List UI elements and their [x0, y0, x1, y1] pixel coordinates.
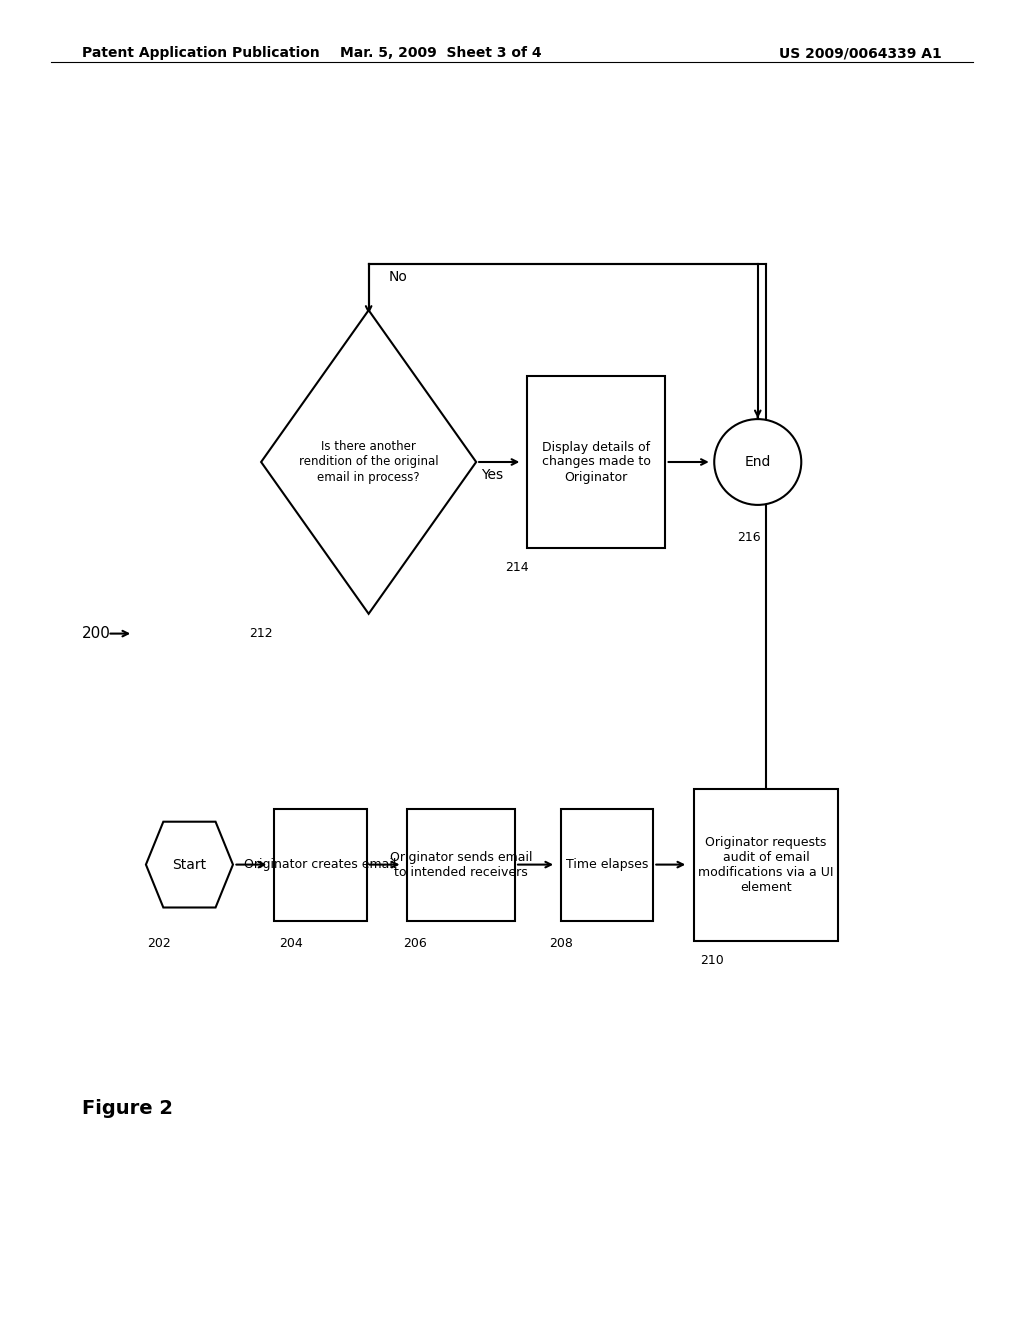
Text: 206: 206: [402, 937, 427, 950]
Text: 200: 200: [82, 626, 111, 642]
Text: Patent Application Publication: Patent Application Publication: [82, 46, 319, 61]
Text: US 2009/0064339 A1: US 2009/0064339 A1: [779, 46, 942, 61]
Text: 216: 216: [737, 531, 761, 544]
Text: Is there another
rendition of the original
email in process?: Is there another rendition of the origin…: [299, 441, 438, 483]
Polygon shape: [145, 821, 233, 908]
FancyBboxPatch shape: [694, 789, 838, 940]
Text: Figure 2: Figure 2: [82, 1100, 173, 1118]
Text: Originator requests
audit of email
modifications via a UI
element: Originator requests audit of email modif…: [698, 836, 834, 894]
Text: Yes: Yes: [481, 469, 504, 482]
Text: Time elapses: Time elapses: [566, 858, 648, 871]
FancyBboxPatch shape: [408, 808, 515, 921]
Text: Originator creates email: Originator creates email: [245, 858, 396, 871]
Text: 212: 212: [249, 627, 273, 640]
Text: Start: Start: [172, 858, 207, 871]
Text: 214: 214: [505, 561, 529, 574]
Text: No: No: [389, 269, 408, 284]
Text: Mar. 5, 2009  Sheet 3 of 4: Mar. 5, 2009 Sheet 3 of 4: [340, 46, 541, 61]
Text: Originator sends email
to intended receivers: Originator sends email to intended recei…: [389, 850, 532, 879]
Ellipse shape: [715, 420, 801, 506]
Text: Display details of
changes made to
Originator: Display details of changes made to Origi…: [542, 441, 650, 483]
Text: 204: 204: [279, 937, 303, 950]
FancyBboxPatch shape: [274, 808, 367, 921]
Text: End: End: [744, 455, 771, 469]
Text: 208: 208: [549, 937, 573, 950]
FancyBboxPatch shape: [561, 808, 653, 921]
FancyBboxPatch shape: [526, 376, 666, 548]
Text: 210: 210: [699, 954, 724, 968]
Polygon shape: [261, 310, 476, 614]
Text: 202: 202: [146, 937, 171, 950]
